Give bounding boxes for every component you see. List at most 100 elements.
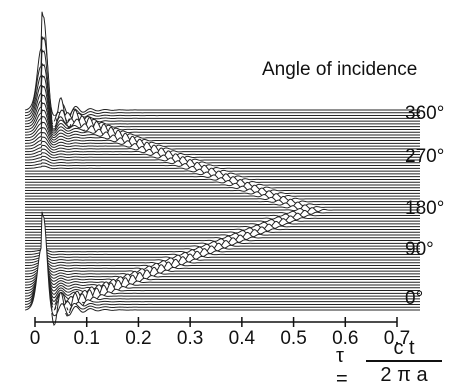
trace-mask — [25, 235, 420, 241]
waterfall-traces — [24, 11, 420, 327]
trace-line — [25, 220, 420, 227]
trace-mask — [25, 261, 420, 273]
trace-mask — [25, 159, 420, 167]
x-axis-label-denominator: 2 π a — [380, 364, 428, 386]
trace-line — [24, 84, 420, 132]
x-tick-label: 0.7 — [383, 328, 411, 349]
trace-line — [25, 193, 420, 200]
trace-line — [24, 61, 420, 129]
trace-line — [25, 173, 420, 181]
trace-line — [25, 140, 420, 154]
x-axis-label-prefix: τ = — [336, 345, 348, 390]
trace-mask — [25, 263, 420, 275]
angle-label-360: 360° — [405, 103, 445, 124]
x-tick-label: 0.1 — [73, 328, 100, 349]
trace-line — [25, 164, 420, 172]
trace-mask — [25, 258, 420, 267]
trace-line — [25, 231, 420, 239]
trace-line — [25, 264, 420, 279]
trace-line — [25, 167, 420, 175]
trace-mask — [25, 141, 420, 153]
trace-line — [25, 239, 420, 247]
trace-line — [24, 36, 420, 132]
trace-line — [24, 245, 420, 313]
trace-line — [25, 161, 420, 170]
trace-line — [25, 184, 420, 191]
trace-line — [25, 223, 420, 230]
trace-mask — [25, 179, 420, 186]
trace-line — [24, 211, 420, 317]
trace-line — [24, 262, 420, 276]
trace-line — [24, 265, 420, 291]
trace-mask — [25, 256, 420, 264]
trace-line — [25, 229, 420, 236]
trace-line — [25, 201, 420, 208]
trace-mask — [25, 173, 420, 180]
trace-mask — [25, 152, 420, 161]
x-tick-label: 0.6 — [332, 328, 359, 349]
trace-mask — [25, 165, 420, 172]
trace-line — [24, 251, 420, 306]
trace-mask — [25, 122, 420, 143]
trace-line — [24, 255, 420, 264]
trace-line — [25, 152, 420, 162]
trace-line — [25, 207, 420, 213]
trace-line — [24, 121, 420, 143]
trace-line — [25, 176, 420, 183]
trace-line — [24, 265, 420, 285]
trace-line — [25, 242, 420, 250]
trace-line — [24, 126, 420, 146]
trace-mask — [25, 149, 420, 158]
trace-mask — [25, 171, 420, 177]
trace-mask — [25, 248, 420, 255]
x-tick-label: 0.4 — [228, 328, 256, 349]
trace-line — [25, 234, 420, 241]
trace-line — [25, 198, 420, 205]
trace-line — [24, 108, 420, 138]
trace-mask — [25, 264, 420, 278]
trace-line — [25, 237, 420, 244]
trace-line — [24, 265, 420, 282]
trace-mask — [25, 237, 420, 244]
trace-mask — [25, 156, 420, 164]
angle-label-0: 0° — [405, 288, 424, 309]
trace-line — [24, 131, 420, 148]
trace-line — [25, 259, 420, 270]
trace-line — [25, 250, 420, 259]
angle-label-270: 270° — [405, 146, 445, 167]
trace-line — [25, 257, 420, 267]
trace-mask — [25, 136, 420, 151]
trace-line — [25, 209, 420, 216]
trace-line — [24, 155, 420, 164]
trace-mask — [25, 240, 420, 247]
trace-line — [24, 262, 420, 297]
trace-line — [25, 253, 420, 262]
legend-title: Angle of incidence — [262, 59, 418, 80]
x-tick-label: 0.5 — [280, 328, 307, 349]
trace-mask — [25, 243, 420, 250]
angle-label-180: 180° — [405, 198, 445, 219]
trace-mask — [25, 168, 420, 175]
trace-line — [24, 101, 420, 136]
trace-line — [25, 178, 420, 186]
trace-line — [25, 212, 420, 219]
trace-line — [24, 115, 420, 141]
trace-line — [24, 265, 420, 288]
trace-line — [25, 170, 420, 178]
trace-mask — [25, 245, 420, 252]
trace-line — [25, 204, 420, 211]
trace-mask — [25, 145, 420, 156]
trace-line — [25, 144, 420, 156]
trace-line — [25, 215, 420, 222]
trace-line — [25, 181, 420, 189]
trace-line — [25, 190, 420, 197]
x-tick-label: 0 — [29, 328, 41, 349]
trace-line — [24, 136, 420, 151]
trace-line — [24, 256, 420, 304]
x-tick-label: 0.2 — [125, 328, 152, 349]
trace-line — [25, 148, 420, 159]
trace-mask — [25, 94, 420, 132]
trace-line — [24, 158, 420, 167]
angle-label-90: 90° — [405, 239, 434, 260]
